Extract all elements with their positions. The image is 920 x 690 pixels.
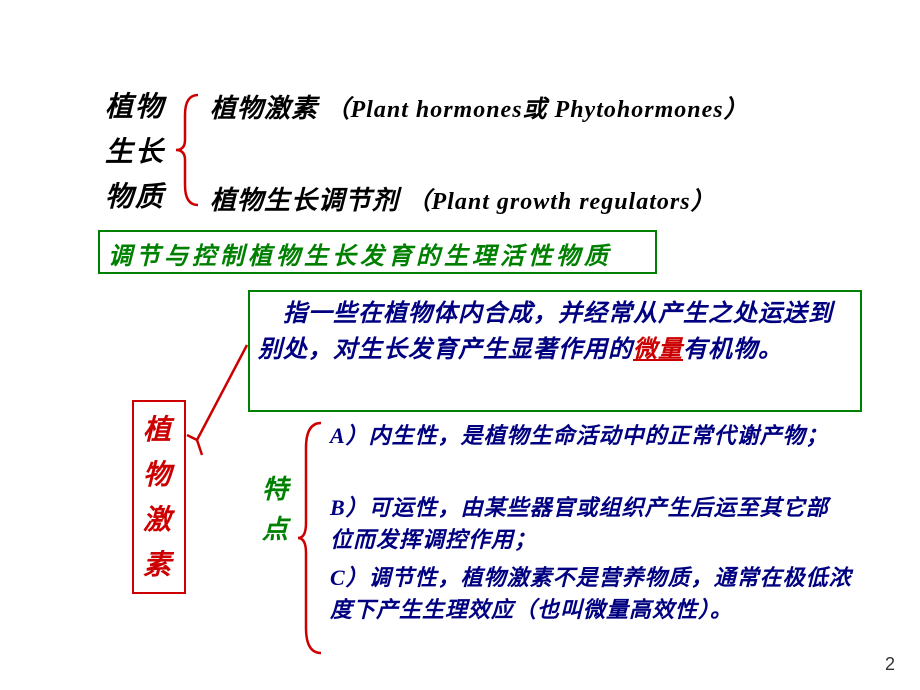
green-box: 调节与控制植物生长发育的生理活性物质 xyxy=(98,230,657,274)
branch2: 植物生长调节剂 （Plant growth regulators） xyxy=(210,180,716,217)
green-box-text: 调节与控制植物生长发育的生理活性物质 xyxy=(108,236,663,271)
features-label: 特 点 xyxy=(262,470,289,550)
slide-content: 植物 生长 物质 植物激素 （Plant hormones或 Phytohorm… xyxy=(0,0,920,690)
features-l1: 特 xyxy=(262,470,289,510)
top-label-3: 物质 xyxy=(105,175,165,220)
def-suffix: 有机物。 xyxy=(683,337,783,363)
top-vertical-label: 植物 生长 物质 xyxy=(105,85,165,220)
top-label-2: 生长 xyxy=(105,130,165,175)
branch1-zh: 植物激素 xyxy=(210,94,318,123)
definition-text: 指一些在植物体内合成，并经常从产生之处运送到别处，对生长发育产生显著作用的微量有… xyxy=(258,296,853,368)
features-brace xyxy=(296,418,326,658)
side-l1: 植 xyxy=(143,408,173,453)
branch1-en: （Plant hormones或 Phytohormones） xyxy=(326,97,749,123)
feature-b: B）可运性，由某些器官或组织产生后运至其它部位而发挥调控作用； xyxy=(330,492,850,556)
top-label-1: 植物 xyxy=(105,85,165,130)
side-label: 植 物 激 素 xyxy=(143,408,173,588)
side-l4: 素 xyxy=(143,543,173,588)
features-l2: 点 xyxy=(262,510,289,550)
connector-line xyxy=(182,340,252,500)
side-l3: 激 xyxy=(143,498,173,543)
branch1: 植物激素 （Plant hormones或 Phytohormones） xyxy=(210,88,749,125)
page-number: 2 xyxy=(885,654,895,675)
side-l2: 物 xyxy=(143,453,173,498)
branch2-zh: 植物生长调节剂 xyxy=(210,186,399,215)
feature-c: C）调节性，植物激素不是营养物质，通常在极低浓度下产生生理效应（也叫微量高效性）… xyxy=(330,562,865,626)
branch2-en: （Plant growth regulators） xyxy=(407,189,716,215)
top-brace xyxy=(173,90,203,210)
def-highlight: 微量 xyxy=(633,337,683,363)
feature-a: A）内生性，是植物生命活动中的正常代谢产物； xyxy=(330,420,850,452)
